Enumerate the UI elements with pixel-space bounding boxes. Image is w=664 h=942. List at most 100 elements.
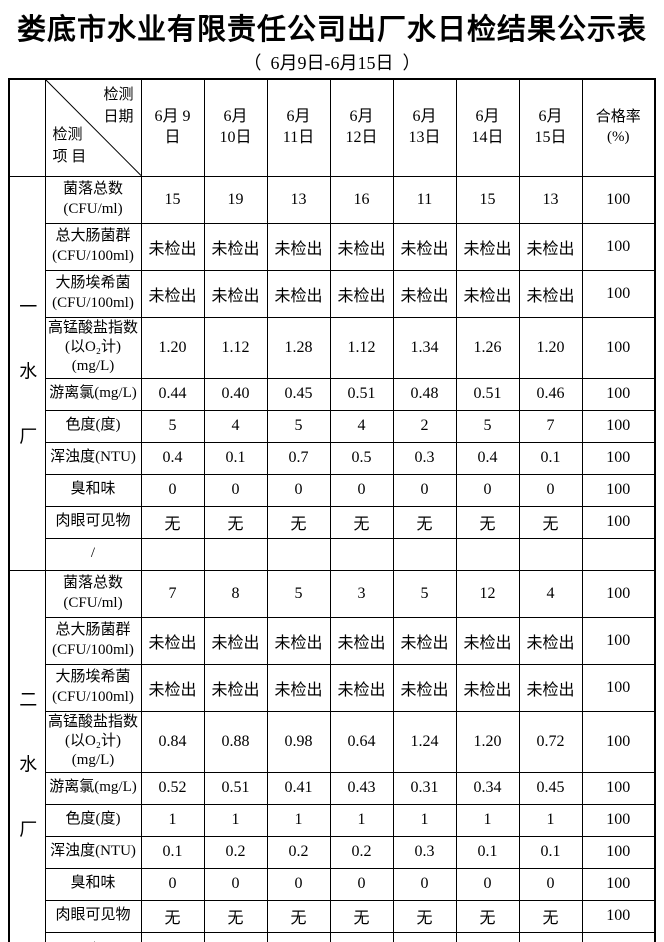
value-cell: 1: [455, 803, 520, 837]
header-row: 检测 日期 检测 项 目 6月 9 日 6月 10日 6月 11日 6月 12日…: [8, 78, 656, 177]
rate-cell: 100: [581, 175, 656, 224]
value-cell: [140, 537, 205, 571]
value-cell: 未检出: [518, 269, 583, 318]
value-cell: 3: [329, 569, 394, 618]
value-cell: 0.51: [203, 771, 268, 805]
value-cell: 0: [266, 867, 331, 901]
table-row: 浑浊度(NTU) 0.4 0.1 0.7 0.5 0.3 0.4 0.1 100: [9, 441, 656, 475]
rate-cell: [581, 931, 656, 942]
row-label: 色度(度): [44, 409, 142, 443]
row-label: 臭和味: [44, 867, 142, 901]
table-row: 游离氯(mg/L) 0.44 0.40 0.45 0.51 0.48 0.51 0.46 100: [9, 377, 656, 411]
value-cell: [266, 931, 331, 942]
date-header: 6月 10日: [203, 78, 268, 177]
table-row: 一水厂 菌落总数 (CFU/ml) 15 19 13 16 11 15 13 100: [8, 175, 656, 571]
value-cell: 未检出: [203, 269, 268, 318]
value-cell: 1.12: [329, 316, 394, 379]
value-cell: 0: [455, 473, 520, 507]
table-row: /: [9, 931, 656, 942]
value-cell: 无: [203, 505, 268, 539]
value-cell: 0.51: [329, 377, 394, 411]
value-cell: 无: [329, 505, 394, 539]
value-cell: 0.88: [203, 710, 268, 773]
page-subtitle: （ 6月9日-6月15日 ）: [243, 53, 421, 73]
value-cell: [140, 931, 205, 942]
value-cell: [518, 931, 583, 942]
value-cell: 12: [455, 569, 520, 618]
rate-cell: 100: [581, 409, 656, 443]
date-header: 6月 14日: [455, 78, 520, 177]
value-cell: 未检出: [203, 663, 268, 712]
rate-cell: 100: [581, 663, 656, 712]
row-label: 大肠埃希菌 (CFU/100ml): [44, 269, 142, 318]
value-cell: 0.43: [329, 771, 394, 805]
corner-date-label: 检测 日期: [103, 87, 134, 125]
value-cell: 8: [203, 569, 268, 618]
date-header: 6月 9 日: [140, 78, 205, 177]
value-cell: [203, 537, 268, 571]
value-cell: 未检出: [518, 663, 583, 712]
diagonal-line: [46, 80, 141, 176]
value-cell: 0.98: [266, 710, 331, 773]
rate-header: 合格率 (%): [581, 78, 656, 177]
value-cell: 1.20: [455, 710, 520, 773]
value-cell: 未检出: [203, 616, 268, 665]
table-row: 色度(度) 1 1 1 1 1 1 1 100: [9, 803, 656, 837]
rate-cell: 100: [581, 222, 656, 271]
value-cell: 未检出: [455, 616, 520, 665]
table-row: 总大肠菌群 (CFU/100ml) 未检出 未检出 未检出 未检出 未检出 未检出 未检出 10…: [9, 616, 656, 665]
value-cell: 5: [266, 409, 331, 443]
value-cell: 15: [140, 175, 205, 224]
value-cell: 未检出: [140, 663, 205, 712]
date-header: 6月 13日: [392, 78, 457, 177]
value-cell: 0.34: [455, 771, 520, 805]
row-label: /: [44, 537, 142, 571]
value-cell: 未检出: [329, 269, 394, 318]
value-cell: 0.40: [203, 377, 268, 411]
value-cell: 无: [140, 505, 205, 539]
value-cell: 1.28: [266, 316, 331, 379]
value-cell: 未检出: [392, 663, 457, 712]
plant-label: 二水厂: [17, 690, 38, 885]
value-cell: 0.1: [518, 441, 583, 475]
table-row: 二水厂 菌落总数 (CFU/ml) 7 8 5 3 5 12 4 100: [8, 569, 656, 942]
value-cell: 未检出: [329, 222, 394, 271]
value-cell: 无: [518, 899, 583, 933]
value-cell: 0.1: [455, 835, 520, 869]
value-cell: 13: [266, 175, 331, 224]
date-header: 6月 11日: [266, 78, 331, 177]
value-cell: 0: [203, 473, 268, 507]
value-cell: 7: [140, 569, 205, 618]
value-cell: 0.5: [329, 441, 394, 475]
plant-cell: 一水厂: [8, 175, 46, 571]
value-cell: 0.1: [518, 835, 583, 869]
rate-cell: 100: [581, 473, 656, 507]
table-row: 肉眼可见物无无无无无无无 100: [9, 505, 656, 539]
value-cell: 0: [329, 473, 394, 507]
table-row: 高锰酸盐指数 (以O₂计) (mg/L) 0.84 0.88 0.98 0.64 1.24…: [9, 710, 656, 773]
value-cell: 0: [329, 867, 394, 901]
value-cell: 1.26: [455, 316, 520, 379]
value-cell: 2: [392, 409, 457, 443]
table-row: 臭和味 0 0 0 0 0 0 0 100: [9, 867, 656, 901]
date-header: 6月 12日: [329, 78, 394, 177]
value-cell: 1.34: [392, 316, 457, 379]
page-title: 娄底市水业有限责任公司出厂水日检结果公示表: [16, 14, 647, 46]
date-header: 6月 15日: [518, 78, 583, 177]
value-cell: 未检出: [392, 616, 457, 665]
value-cell: 5: [140, 409, 205, 443]
value-cell: 无: [392, 505, 457, 539]
value-cell: 0: [266, 473, 331, 507]
value-cell: 0.52: [140, 771, 205, 805]
row-label: 浑浊度(NTU): [44, 441, 142, 475]
value-cell: 0: [455, 867, 520, 901]
rate-cell: 100: [581, 867, 656, 901]
table-row: 浑浊度(NTU) 0.1 0.2 0.2 0.2 0.3 0.1 0.1 100: [9, 835, 656, 869]
value-cell: 0.1: [140, 835, 205, 869]
value-cell: 4: [329, 409, 394, 443]
value-cell: 未检出: [203, 222, 268, 271]
value-cell: 7: [518, 409, 583, 443]
value-cell: 无: [266, 505, 331, 539]
value-cell: 5: [455, 409, 520, 443]
